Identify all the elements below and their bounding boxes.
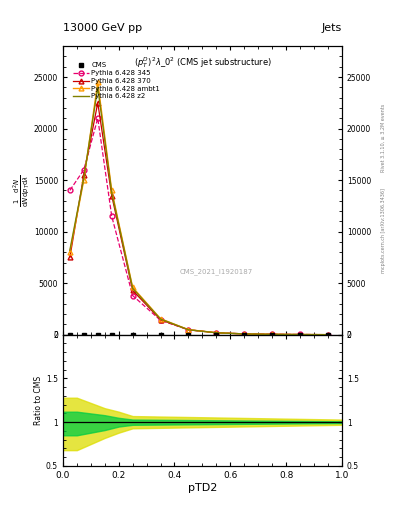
Line: Pythia 6.428 345: Pythia 6.428 345 [68,116,331,337]
Pythia 6.428 z2 [158,316,163,322]
Pythia 6.428 345 [68,187,72,194]
Pythia 6.428 ambt1 [130,284,135,290]
CMS [270,332,275,338]
Pythia 6.428 z2 [68,247,72,253]
Pythia 6.428 ambt1 [326,332,331,338]
Pythia 6.428 370 [214,330,219,336]
CMS [186,332,191,338]
Pythia 6.428 345 [326,332,331,338]
Pythia 6.428 z2 [186,327,191,333]
Pythia 6.428 z2 [270,331,275,337]
Text: CMS_2021_I1920187: CMS_2021_I1920187 [180,268,253,274]
Pythia 6.428 345 [214,330,219,336]
Line: CMS: CMS [68,333,330,337]
Pythia 6.428 z2 [326,332,331,338]
CMS [109,332,114,338]
Pythia 6.428 370 [298,331,303,337]
Pythia 6.428 370 [186,327,191,333]
CMS [130,332,135,338]
Text: Rivet 3.1.10, ≥ 3.2M events: Rivet 3.1.10, ≥ 3.2M events [381,104,386,173]
Pythia 6.428 370 [158,317,163,323]
Pythia 6.428 345 [158,317,163,324]
Pythia 6.428 z2 [242,331,247,337]
Text: 13000 GeV pp: 13000 GeV pp [63,23,142,33]
X-axis label: pTD2: pTD2 [188,482,217,493]
CMS [326,332,331,338]
Pythia 6.428 345 [81,167,86,173]
CMS [214,332,219,338]
Pythia 6.428 z2 [81,175,86,181]
Y-axis label: Ratio to CMS: Ratio to CMS [34,376,43,425]
Text: $(p_T^D)^2\lambda\_0^2$ (CMS jet substructure): $(p_T^D)^2\lambda\_0^2$ (CMS jet substru… [134,55,271,70]
Pythia 6.428 ambt1 [81,177,86,183]
Line: Pythia 6.428 ambt1: Pythia 6.428 ambt1 [68,80,331,337]
Pythia 6.428 ambt1 [95,79,100,85]
CMS [95,332,100,338]
Pythia 6.428 345 [298,331,303,337]
Pythia 6.428 370 [68,254,72,261]
CMS [242,332,247,338]
Pythia 6.428 ambt1 [214,330,219,336]
Legend: CMS, Pythia 6.428 345, Pythia 6.428 370, Pythia 6.428 ambt1, Pythia 6.428 z2: CMS, Pythia 6.428 345, Pythia 6.428 370,… [72,61,162,101]
Pythia 6.428 ambt1 [109,187,114,194]
Pythia 6.428 370 [109,193,114,199]
Pythia 6.428 370 [81,172,86,178]
Pythia 6.428 345 [130,292,135,298]
Pythia 6.428 ambt1 [242,331,247,337]
Line: Pythia 6.428 z2: Pythia 6.428 z2 [70,88,328,335]
Line: Pythia 6.428 370: Pythia 6.428 370 [68,100,331,337]
Pythia 6.428 z2 [130,285,135,291]
Pythia 6.428 370 [130,287,135,293]
Pythia 6.428 345 [186,327,191,333]
Pythia 6.428 345 [242,331,247,337]
Pythia 6.428 z2 [214,330,219,336]
Pythia 6.428 370 [95,100,100,106]
CMS [158,332,163,338]
Pythia 6.428 z2 [95,84,100,91]
Pythia 6.428 370 [270,331,275,337]
Pythia 6.428 ambt1 [298,331,303,337]
Text: Jets: Jets [321,23,342,33]
Pythia 6.428 345 [270,331,275,337]
Pythia 6.428 370 [242,331,247,337]
CMS [81,332,86,338]
Pythia 6.428 370 [326,332,331,338]
Pythia 6.428 ambt1 [186,327,191,333]
CMS [298,332,303,338]
Pythia 6.428 z2 [298,331,303,337]
CMS [68,332,72,338]
Pythia 6.428 ambt1 [270,331,275,337]
Pythia 6.428 ambt1 [158,316,163,322]
Text: mcplots.cern.ch [arXiv:1306.3436]: mcplots.cern.ch [arXiv:1306.3436] [381,188,386,273]
Y-axis label: $\frac{1}{\mathrm{d}N}\frac{\mathrm{d}^2N}{\mathrm{d}p_T\mathrm{d}\lambda}$: $\frac{1}{\mathrm{d}N}\frac{\mathrm{d}^2… [12,174,32,207]
Pythia 6.428 ambt1 [68,249,72,255]
Pythia 6.428 345 [95,115,100,121]
Pythia 6.428 z2 [109,189,114,196]
Pythia 6.428 345 [109,213,114,219]
